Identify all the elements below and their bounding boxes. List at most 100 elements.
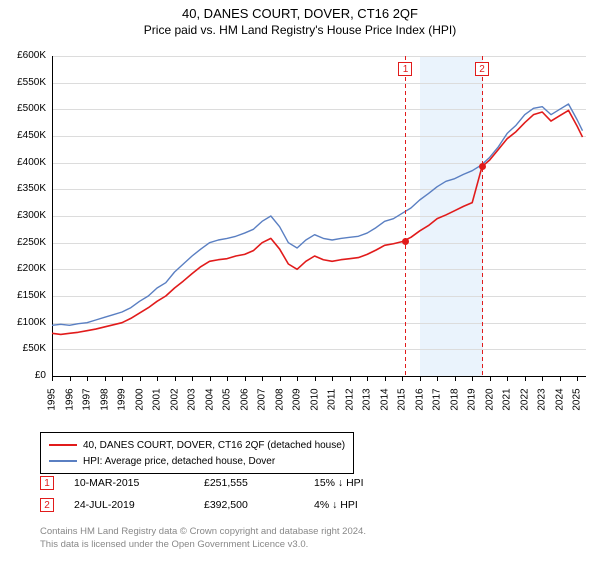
x-tick-label: 2002: [169, 385, 180, 415]
x-tick-label: 2003: [187, 385, 198, 415]
x-tick: [297, 376, 298, 381]
x-tick: [157, 376, 158, 381]
transaction-delta: 15% ↓ HPI: [314, 477, 364, 489]
x-tick-label: 2022: [519, 385, 530, 415]
x-tick: [315, 376, 316, 381]
x-tick-label: 1995: [47, 385, 58, 415]
series-hpi: [52, 104, 583, 325]
x-tick-label: 2021: [502, 385, 513, 415]
x-tick-label: 2025: [572, 385, 583, 415]
x-tick-label: 2020: [484, 385, 495, 415]
x-tick-label: 2006: [239, 385, 250, 415]
plot-area: 12: [52, 56, 586, 376]
y-tick-label: £550K: [0, 77, 46, 88]
footer-line2: This data is licensed under the Open Gov…: [40, 539, 366, 552]
legend-swatch: [49, 444, 77, 446]
x-tick: [105, 376, 106, 381]
x-tick-label: 2017: [432, 385, 443, 415]
x-tick-label: 1998: [99, 385, 110, 415]
x-tick-label: 1999: [117, 385, 128, 415]
x-tick: [402, 376, 403, 381]
x-tick: [140, 376, 141, 381]
x-tick-label: 2019: [467, 385, 478, 415]
transaction-price: £392,500: [204, 499, 294, 511]
x-tick: [490, 376, 491, 381]
x-tick-label: 2000: [134, 385, 145, 415]
y-tick-label: £500K: [0, 103, 46, 114]
x-tick-label: 2023: [537, 385, 548, 415]
y-tick-label: £200K: [0, 263, 46, 274]
y-tick-label: £0: [0, 370, 46, 381]
x-tick-label: 1997: [82, 385, 93, 415]
x-tick-label: 2009: [292, 385, 303, 415]
y-tick-label: £50K: [0, 343, 46, 354]
x-tick: [192, 376, 193, 381]
legend-label: HPI: Average price, detached house, Dove…: [83, 456, 275, 467]
x-tick: [227, 376, 228, 381]
x-tick-label: 2011: [327, 385, 338, 415]
x-tick-label: 2013: [362, 385, 373, 415]
footer-attribution: Contains HM Land Registry data © Crown c…: [40, 526, 366, 552]
footer-line1: Contains HM Land Registry data © Crown c…: [40, 526, 366, 539]
x-tick-label: 2005: [222, 385, 233, 415]
x-tick-label: 2010: [309, 385, 320, 415]
transaction-badge: 2: [40, 498, 54, 512]
x-tick: [210, 376, 211, 381]
x-tick: [542, 376, 543, 381]
x-tick: [332, 376, 333, 381]
x-tick-label: 2016: [414, 385, 425, 415]
y-tick-label: £450K: [0, 130, 46, 141]
legend-label: 40, DANES COURT, DOVER, CT16 2QF (detach…: [83, 440, 345, 451]
x-tick: [87, 376, 88, 381]
chart-wrap: 12£0£50K£100K£150K£200K£250K£300K£350K£4…: [0, 6, 600, 432]
x-tick-label: 2007: [257, 385, 268, 415]
x-tick: [437, 376, 438, 381]
x-tick: [350, 376, 351, 381]
x-tick: [420, 376, 421, 381]
x-tick: [455, 376, 456, 381]
legend-swatch: [49, 460, 77, 462]
x-tick-label: 2024: [554, 385, 565, 415]
x-tick: [385, 376, 386, 381]
x-tick-label: 2001: [152, 385, 163, 415]
x-tick: [52, 376, 53, 381]
transaction-row: 1 10-MAR-2015 £251,555 15% ↓ HPI: [40, 476, 364, 490]
x-tick: [525, 376, 526, 381]
x-tick-label: 2012: [344, 385, 355, 415]
y-tick-label: £600K: [0, 50, 46, 61]
x-tick-label: 2004: [204, 385, 215, 415]
y-tick-label: £250K: [0, 237, 46, 248]
event-dot: [479, 163, 486, 170]
y-tick-label: £400K: [0, 157, 46, 168]
series-svg: [52, 56, 586, 376]
event-badge: 1: [398, 62, 412, 76]
transaction-date: 10-MAR-2015: [74, 477, 184, 489]
y-tick-label: £150K: [0, 290, 46, 301]
x-tick-label: 1996: [64, 385, 75, 415]
legend-row: HPI: Average price, detached house, Dove…: [49, 453, 345, 469]
y-tick-label: £300K: [0, 210, 46, 221]
transaction-date: 24-JUL-2019: [74, 499, 184, 511]
transaction-price: £251,555: [204, 477, 294, 489]
transaction-delta: 4% ↓ HPI: [314, 499, 358, 511]
legend: 40, DANES COURT, DOVER, CT16 2QF (detach…: [40, 432, 354, 474]
x-tick: [560, 376, 561, 381]
x-tick: [245, 376, 246, 381]
x-tick: [577, 376, 578, 381]
x-tick: [507, 376, 508, 381]
x-tick: [70, 376, 71, 381]
y-tick-label: £350K: [0, 183, 46, 194]
y-tick-label: £100K: [0, 317, 46, 328]
x-tick-label: 2014: [379, 385, 390, 415]
x-tick: [367, 376, 368, 381]
x-tick-label: 2008: [274, 385, 285, 415]
transaction-row: 2 24-JUL-2019 £392,500 4% ↓ HPI: [40, 498, 358, 512]
x-tick: [122, 376, 123, 381]
event-badge: 2: [475, 62, 489, 76]
x-tick: [472, 376, 473, 381]
legend-row: 40, DANES COURT, DOVER, CT16 2QF (detach…: [49, 437, 345, 453]
x-tick: [280, 376, 281, 381]
gridline: [52, 376, 586, 377]
transaction-badge: 1: [40, 476, 54, 490]
x-tick: [175, 376, 176, 381]
